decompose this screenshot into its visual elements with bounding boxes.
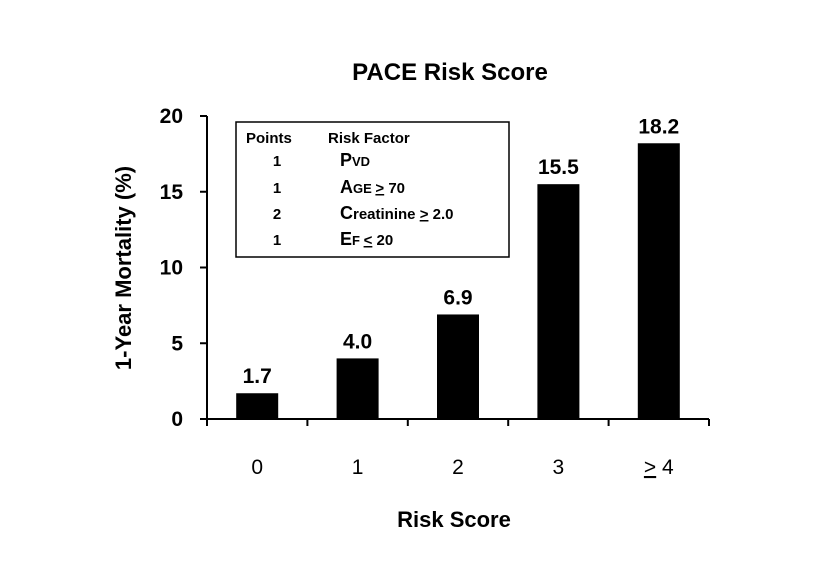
y-tick-label: 10: [160, 257, 183, 280]
table-row-points: 1: [273, 180, 281, 197]
y-axis-label: 1-Year Mortality (%): [111, 166, 136, 370]
risk-factor-table: Points Risk Factor 1 PVD 1 AGE > 70 2 Creatin…: [235, 121, 510, 258]
data-label: 15.5: [538, 156, 579, 179]
data-labels: 1.7 4.0 6.9 15.5 18.2: [243, 115, 680, 388]
x-tick-label: 3: [553, 456, 565, 479]
bar: [537, 184, 580, 419]
bar: [437, 314, 479, 419]
data-label: 1.7: [243, 365, 272, 388]
data-label: 18.2: [638, 115, 679, 138]
table-row-points: 1: [273, 153, 281, 170]
table-row-risk-factor: EF < 20: [340, 229, 393, 249]
x-axis-label: Risk Score: [397, 507, 511, 532]
y-tick-label: 20: [160, 105, 183, 128]
bars: [236, 143, 680, 419]
x-tick-label: 1: [352, 456, 364, 479]
table-header-risk-factor: Risk Factor: [328, 130, 410, 147]
x-tick-label: 0: [251, 456, 263, 479]
data-label: 6.9: [443, 286, 472, 309]
bar: [336, 358, 379, 419]
y-tick-label: 0: [171, 408, 183, 431]
table-header-points: Points: [246, 130, 292, 147]
risk-factor-rows: 1 PVD 1 AGE > 70 2 Creatinine > 2.0 1 EF < 20: [273, 150, 454, 249]
x-tick-label: > 4: [644, 456, 674, 479]
table-row-points: 1: [273, 232, 281, 249]
table-row-risk-factor: Creatinine > 2.0: [340, 203, 453, 223]
risk-factor-table-border: [235, 121, 510, 258]
table-row-points: 2: [273, 206, 281, 223]
y-tick-label: 5: [171, 332, 183, 355]
table-row-risk-factor: PVD: [340, 150, 370, 170]
data-label: 4.0: [343, 330, 372, 353]
x-tick-label: 2: [452, 456, 464, 479]
y-tick-label: 15: [160, 181, 184, 204]
y-tick-labels: 0 5 10 15 20: [160, 105, 184, 431]
bar: [637, 143, 680, 419]
table-row-risk-factor: AGE > 70: [340, 177, 405, 197]
chart-title: PACE Risk Score: [352, 59, 548, 86]
x-tick-labels: 0 1 2 3 > 4: [251, 456, 674, 479]
bar: [236, 393, 279, 419]
